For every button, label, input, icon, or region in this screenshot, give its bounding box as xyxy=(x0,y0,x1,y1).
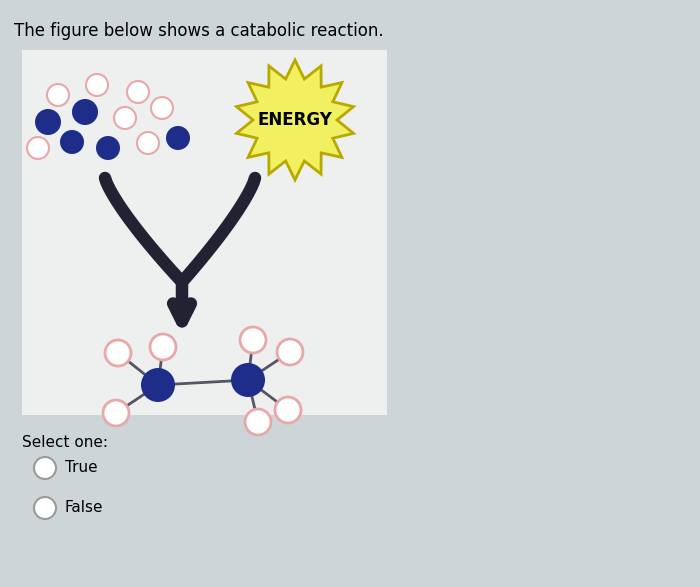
Text: False: False xyxy=(65,501,104,515)
Circle shape xyxy=(35,109,61,135)
Text: True: True xyxy=(65,460,97,475)
Circle shape xyxy=(60,130,84,154)
Text: Select one:: Select one: xyxy=(22,435,108,450)
Circle shape xyxy=(231,363,265,397)
Circle shape xyxy=(240,327,266,353)
Circle shape xyxy=(245,409,271,435)
Text: ENERGY: ENERGY xyxy=(258,111,332,129)
Circle shape xyxy=(114,107,136,129)
Circle shape xyxy=(150,334,176,360)
Circle shape xyxy=(47,84,69,106)
Polygon shape xyxy=(237,60,354,180)
Circle shape xyxy=(27,137,49,159)
Circle shape xyxy=(166,126,190,150)
Circle shape xyxy=(275,397,301,423)
Circle shape xyxy=(72,99,98,125)
Circle shape xyxy=(127,81,149,103)
Circle shape xyxy=(137,132,159,154)
Circle shape xyxy=(103,400,129,426)
Circle shape xyxy=(277,339,303,365)
Circle shape xyxy=(34,497,56,519)
Circle shape xyxy=(96,136,120,160)
FancyBboxPatch shape xyxy=(22,50,387,415)
Circle shape xyxy=(141,368,175,402)
Circle shape xyxy=(151,97,173,119)
Text: The figure below shows a catabolic reaction.: The figure below shows a catabolic react… xyxy=(14,22,384,40)
Circle shape xyxy=(34,457,56,479)
Circle shape xyxy=(86,74,108,96)
Circle shape xyxy=(105,340,131,366)
